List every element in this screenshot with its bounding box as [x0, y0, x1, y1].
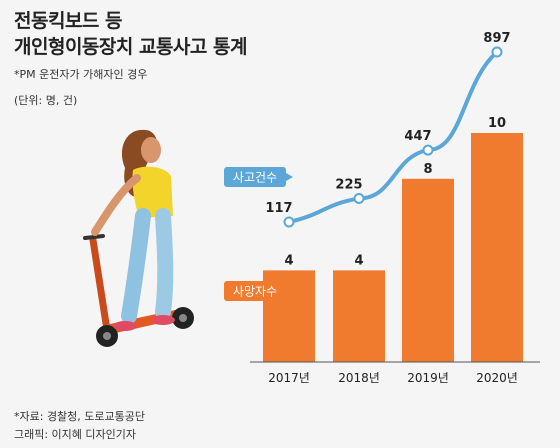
series-line-accidents — [287, 50, 499, 224]
x-tick-label-0: 2017년 — [268, 371, 310, 385]
scooter-rider-illustration — [83, 129, 194, 347]
bar-label-deaths-0: 4 — [284, 253, 293, 268]
bar-deaths-2 — [402, 178, 454, 362]
bar-label-deaths-3: 10 — [488, 116, 506, 131]
legend-deaths-pointer — [286, 287, 293, 295]
legend-accidents-box — [224, 167, 286, 187]
bar-deaths-1 — [333, 270, 385, 362]
point-label-accidents-2: 447 — [404, 129, 431, 144]
point-accidents-2 — [422, 144, 434, 156]
legend-accidents-label: 사고건수 — [233, 171, 277, 185]
title-line-2: 개인형이동장치 교통사고 통계 — [14, 36, 247, 58]
point-label-accidents-1: 225 — [335, 177, 362, 192]
point-label-accidents-3: 897 — [483, 31, 510, 46]
point-label-accidents-0: 117 — [265, 201, 292, 216]
x-tick-label-3: 2020년 — [476, 371, 518, 385]
point-accidents-0 — [283, 216, 295, 228]
rider-icon — [91, 129, 175, 331]
point-accidents-1 — [353, 192, 365, 204]
bar-label-deaths-2: 8 — [423, 162, 432, 177]
bar-deaths-3 — [471, 133, 523, 362]
bar-label-deaths-1: 4 — [354, 253, 363, 268]
x-tick-label-1: 2018년 — [338, 371, 380, 385]
footnote-pm: *PM 운전자가 가해자인 경우 — [14, 68, 148, 81]
point-accidents-3 — [491, 46, 503, 58]
legend-deaths-box — [224, 281, 286, 301]
source-note: *자료: 경찰청, 도로교통공단 — [14, 410, 146, 423]
unit-label: (단위: 명, 건) — [14, 94, 78, 107]
legend-deaths-label: 사망자수 — [233, 285, 277, 299]
legend-accidents-pointer — [286, 173, 293, 181]
title-line-1: 전동킥보드 등 — [14, 10, 122, 32]
graphic-credit: 그래픽: 이지혜 디자인기자 — [14, 428, 137, 441]
chart-title: 전동킥보드 등 개인형이동장치 교통사고 통계 — [14, 8, 247, 60]
x-tick-label-2: 2019년 — [407, 371, 449, 385]
